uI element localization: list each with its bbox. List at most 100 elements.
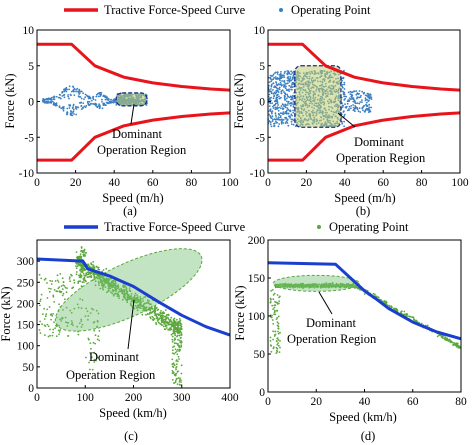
- operating-point: [70, 311, 73, 314]
- operating-point: [344, 97, 347, 100]
- operating-point: [394, 307, 397, 310]
- operating-point: [363, 293, 366, 295]
- legend-top-point-label: Operating Point: [291, 3, 371, 17]
- y-tick-label: 100: [248, 311, 266, 323]
- operating-point: [67, 94, 69, 96]
- operating-point: [72, 103, 75, 106]
- operating-point: [80, 320, 83, 323]
- operating-point: [273, 122, 275, 125]
- operating-point: [324, 284, 327, 287]
- operating-point: [354, 287, 356, 289]
- operating-point: [127, 294, 129, 297]
- operating-point: [105, 267, 108, 270]
- operating-point: [59, 94, 62, 96]
- operating-point: [355, 93, 358, 96]
- operating-point: [46, 297, 49, 299]
- operating-point: [365, 108, 367, 111]
- operating-point: [286, 70, 289, 72]
- operating-point: [304, 284, 306, 287]
- operating-point: [275, 318, 278, 320]
- operating-point: [104, 282, 106, 285]
- operating-point: [61, 95, 64, 97]
- operating-point: [275, 118, 277, 121]
- operating-point: [172, 318, 175, 321]
- operating-point: [376, 296, 379, 298]
- operating-point: [171, 349, 174, 352]
- operating-point: [96, 325, 99, 328]
- operating-point: [364, 99, 367, 102]
- operating-point: [89, 271, 92, 274]
- x-tick-label: 20: [301, 177, 313, 189]
- operating-point: [272, 330, 274, 333]
- operating-point: [447, 339, 450, 342]
- operating-point: [99, 95, 102, 97]
- x-tick-label: 0: [34, 177, 40, 189]
- operating-point: [273, 335, 276, 337]
- operating-point: [157, 313, 159, 315]
- operating-point: [405, 313, 408, 315]
- operating-point: [86, 310, 89, 313]
- operating-point: [355, 106, 357, 109]
- operating-point: [102, 288, 105, 291]
- operating-point: [325, 282, 328, 284]
- panel-a-annotation-line1: Dominant: [112, 127, 163, 141]
- operating-point: [52, 331, 54, 334]
- operating-point: [283, 285, 286, 288]
- operating-point: [62, 309, 64, 311]
- operating-point: [288, 84, 291, 87]
- operating-point: [279, 115, 282, 117]
- operating-point: [358, 102, 361, 105]
- operating-point: [167, 316, 169, 319]
- operating-point: [270, 85, 273, 88]
- operating-point: [285, 104, 287, 106]
- operating-point: [176, 335, 178, 338]
- operating-point: [153, 312, 156, 314]
- operating-point: [81, 271, 84, 273]
- operating-point: [110, 101, 113, 104]
- x-tick-label: 300: [173, 392, 191, 404]
- operating-point: [83, 281, 85, 283]
- operating-point: [75, 90, 77, 93]
- operating-point: [173, 364, 176, 367]
- operating-point: [123, 294, 126, 296]
- operating-point: [271, 110, 274, 112]
- operating-point: [80, 263, 83, 266]
- operating-point: [276, 94, 278, 96]
- operating-point: [272, 73, 275, 76]
- x-tick-label: 0: [265, 177, 271, 189]
- operating-point: [103, 278, 106, 281]
- operating-point: [162, 311, 165, 313]
- operating-point: [332, 284, 335, 287]
- panel-b-annotation-line1: Dominant: [354, 135, 405, 149]
- operating-point: [56, 279, 59, 282]
- operating-point: [179, 377, 181, 380]
- operating-point: [80, 271, 82, 273]
- operating-point: [270, 80, 273, 83]
- operating-point: [161, 314, 164, 316]
- operating-point: [136, 306, 139, 309]
- operating-point: [285, 120, 288, 123]
- operating-point: [112, 284, 115, 286]
- operating-point: [159, 312, 162, 315]
- operating-point: [179, 319, 182, 322]
- operating-point: [287, 112, 290, 115]
- operating-point: [72, 110, 75, 113]
- operating-point: [138, 300, 141, 303]
- operating-point: [284, 82, 287, 85]
- x-tick-label: 60: [407, 396, 419, 408]
- operating-point: [180, 334, 183, 336]
- operating-point: [103, 94, 105, 97]
- operating-point: [109, 287, 112, 290]
- y-tick-label: -10: [250, 168, 266, 180]
- operating-point: [72, 106, 74, 109]
- operating-point: [285, 110, 288, 113]
- operating-point: [269, 97, 271, 100]
- operating-point: [301, 282, 304, 285]
- operating-point: [343, 284, 346, 287]
- operating-point: [61, 317, 64, 320]
- operating-point: [39, 332, 42, 334]
- operating-point: [157, 321, 160, 324]
- operating-point: [344, 103, 346, 105]
- operating-point: [125, 299, 128, 302]
- operating-point: [343, 69, 345, 72]
